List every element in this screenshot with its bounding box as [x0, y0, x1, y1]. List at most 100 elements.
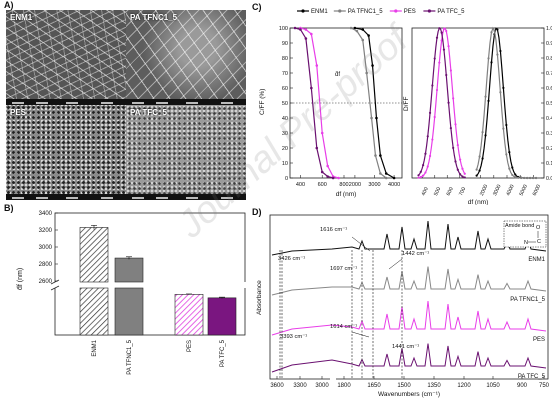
data-point — [310, 86, 313, 90]
data-point — [496, 53, 499, 56]
break-mark — [50, 279, 60, 285]
x-tick-label: 3600 — [270, 383, 284, 389]
category-label: PA TFC_5 — [220, 339, 226, 367]
y-tick-label: 3000 — [39, 245, 53, 251]
data-point — [481, 157, 484, 160]
data-point — [514, 176, 517, 179]
panel-a-label: A) — [4, 0, 14, 10]
data-point — [511, 173, 514, 177]
x-tick-label: 1650 — [367, 383, 381, 389]
category-label: ENM1 — [92, 339, 98, 356]
data-point — [499, 49, 502, 53]
panel-b-label: B) — [4, 203, 14, 213]
data-point — [355, 29, 359, 33]
series-line — [476, 26, 537, 179]
data-point — [520, 176, 523, 180]
x-tick-label: 2000 — [349, 182, 361, 188]
data-point — [456, 143, 459, 147]
data-point — [456, 168, 459, 171]
series-label: ENM1 — [528, 257, 545, 263]
data-point — [392, 176, 396, 180]
category-label: PA TFNC1_5 — [127, 339, 133, 374]
data-point — [447, 45, 450, 48]
annotation-arrow — [351, 236, 371, 252]
series-line — [354, 27, 395, 179]
sem-label: PA TFNC1_5 — [130, 13, 178, 22]
series-label: PA TFNC1_5 — [510, 297, 545, 303]
data-point — [487, 57, 490, 60]
data-point — [484, 134, 487, 137]
spectrum-line — [271, 220, 547, 256]
legend-marker — [338, 9, 342, 13]
legend-marker — [394, 9, 398, 13]
data-point — [326, 164, 329, 168]
data-point — [514, 173, 517, 176]
data-point — [459, 173, 462, 176]
sem-label: ENM1 — [10, 13, 33, 22]
data-point — [502, 86, 505, 89]
x-tick-label: 400 — [421, 186, 430, 196]
data-point — [499, 91, 502, 94]
axis-break — [51, 282, 249, 288]
data-point — [442, 48, 446, 51]
spectrum-line — [271, 343, 547, 373]
data-point — [502, 127, 505, 130]
data-point — [508, 151, 511, 154]
data-point — [461, 175, 464, 178]
data-point — [337, 176, 340, 180]
data-point — [431, 84, 434, 87]
data-point — [475, 168, 478, 171]
bar — [79, 227, 109, 283]
data-point — [505, 123, 508, 127]
series-label: PES — [533, 337, 545, 343]
peak-annotation: 1697 cm⁻¹ — [330, 266, 357, 272]
y-axis-label: Absorbance — [256, 280, 263, 315]
x-tick-label: 600 — [318, 182, 327, 188]
peak-annotation: 3426 cm⁻¹ — [278, 256, 305, 262]
x-tick-label: 1350 — [427, 383, 441, 389]
y-tick-label: 2800 — [39, 262, 53, 268]
x-tick-label: 800 — [339, 182, 348, 188]
y-tick-label: 0.7 — [546, 71, 552, 77]
sem-label: PA TFC_5 — [130, 108, 167, 117]
x-tick-label: 3300 — [293, 383, 307, 389]
data-point — [493, 29, 496, 32]
data-point — [445, 73, 448, 77]
inset-atom: N — [524, 240, 528, 246]
y-axis-label: d̄f (nm) — [17, 268, 24, 290]
inset-atom: C — [537, 239, 541, 245]
x-tick-label: 3000 — [492, 184, 502, 197]
data-point — [490, 31, 493, 34]
x-tick-label: 700 — [458, 186, 467, 196]
y-tick-label: 1.0 — [546, 26, 552, 32]
x-tick-label: 3000 — [368, 182, 380, 188]
data-point — [326, 175, 329, 178]
x-tick-label: 3000 — [315, 383, 329, 389]
bar — [114, 287, 144, 336]
sem-image-enm1: ENM1 — [6, 10, 126, 105]
x-tick-label: 4000 — [388, 182, 400, 188]
data-point — [315, 146, 319, 150]
data-point — [384, 176, 388, 180]
data-point — [490, 61, 493, 64]
data-point — [424, 152, 427, 155]
axis-break — [330, 376, 336, 382]
data-point — [435, 88, 439, 92]
data-point — [454, 160, 457, 163]
data-point — [481, 130, 484, 134]
x-tick-label: 4000 — [505, 184, 515, 197]
x-tick-label: 400 — [296, 182, 305, 188]
data-point — [438, 27, 441, 30]
data-point — [445, 29, 448, 33]
legend-label: ENM1 — [311, 9, 328, 15]
y-tick-label: 0.1 — [546, 161, 552, 167]
plot-frame-right — [411, 27, 545, 179]
peak-annotation: 1442 cm⁻¹ — [402, 251, 429, 257]
data-point — [428, 154, 432, 158]
legend-label: PA TFNC1_5 — [348, 9, 383, 15]
y-tick-label: 0 — [285, 176, 288, 182]
data-point — [299, 28, 302, 31]
data-point — [424, 171, 427, 174]
y-tick-label: 0.9 — [546, 41, 552, 47]
